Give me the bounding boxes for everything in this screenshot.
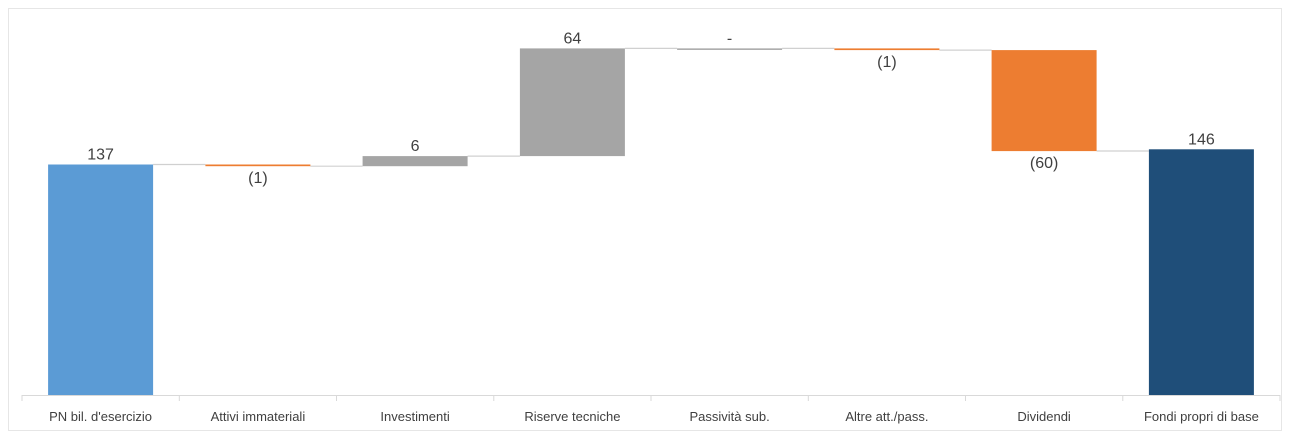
x-tick-label-4: Riserve tecniche	[524, 409, 620, 424]
bar-1	[48, 164, 154, 395]
bar-4	[519, 48, 625, 157]
x-tick-label-6: Altre att./pass.	[845, 409, 928, 424]
data-label-7: (60)	[1030, 155, 1058, 172]
data-label-6: (1)	[877, 54, 897, 71]
data-labels: 137 (1) 6 64 - (1) (60) 146	[87, 30, 1215, 187]
chart-frame	[8, 8, 1282, 431]
data-label-5: -	[727, 30, 732, 47]
x-axis-ticks: PN bil. d'esercizio Attivi immateriali Inv…	[21, 395, 1281, 424]
bar-3	[362, 156, 468, 167]
x-tick-label-5: Passività sub.	[689, 409, 769, 424]
x-tick-label-2: Attivi immateriali	[211, 409, 306, 424]
x-tick-label-1: PN bil. d'esercizio	[49, 409, 152, 424]
bar-6	[834, 48, 940, 51]
bar-8	[1148, 149, 1254, 395]
bar-5	[677, 48, 783, 50]
connector-lines	[153, 47, 1149, 167]
data-label-8: 146	[1188, 131, 1215, 148]
data-label-2: (1)	[248, 170, 268, 187]
data-label-1: 137	[87, 147, 114, 164]
data-label-3: 6	[411, 138, 420, 155]
bars	[48, 48, 1254, 395]
bar-7	[991, 50, 1097, 152]
x-tick-label-8: Fondi propri di base	[1144, 409, 1259, 424]
data-label-4: 64	[564, 30, 582, 47]
x-tick-label-7: Dividendi	[1017, 409, 1071, 424]
x-tick-label-3: Investimenti	[380, 409, 449, 424]
bar-2	[205, 164, 311, 167]
